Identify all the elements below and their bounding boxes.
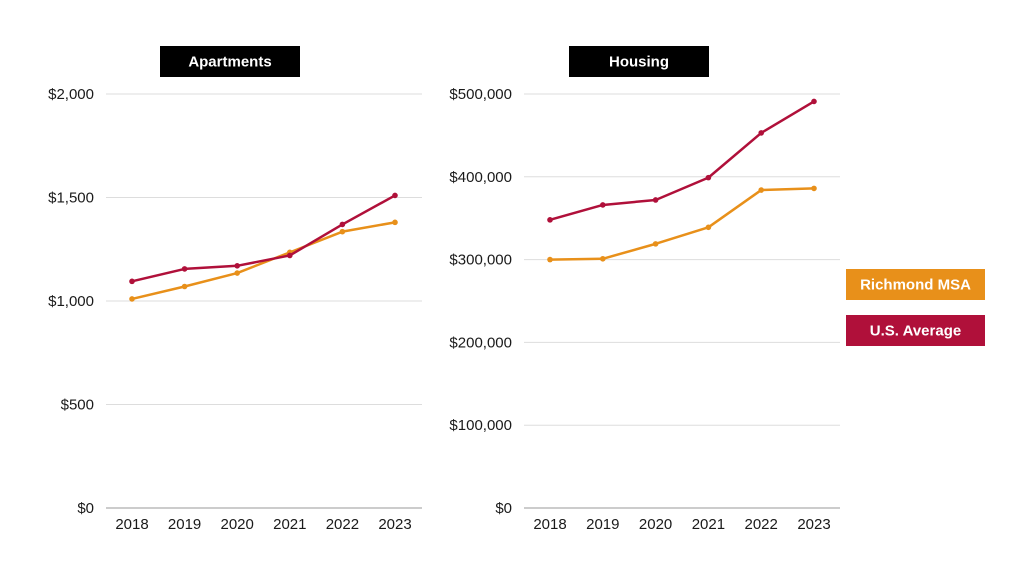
series-line-us [549, 100, 815, 222]
x-tick-label: 2023 [378, 516, 411, 533]
data-point-us [129, 278, 135, 285]
data-point-us [547, 217, 553, 223]
data-point-richmond [705, 224, 712, 231]
chart-title-box [569, 46, 709, 77]
x-tick-label: 2022 [326, 516, 359, 533]
y-tick-label: $300,000 [449, 252, 512, 269]
legend-swatch [846, 269, 985, 300]
data-point-richmond [547, 256, 553, 263]
y-tick-label: $500,000 [449, 86, 512, 103]
x-tick-label: 2018 [115, 516, 148, 533]
y-tick-label: $100,000 [449, 417, 512, 434]
chart-title: Housing [609, 54, 669, 71]
x-tick-label: 2019 [586, 516, 619, 533]
y-tick-label: $400,000 [449, 169, 512, 186]
data-point-us [339, 221, 346, 228]
data-point-richmond [811, 185, 817, 192]
y-tick-label: $500 [61, 397, 94, 414]
data-point-richmond [652, 241, 659, 247]
y-tick-label: $200,000 [449, 334, 512, 351]
data-point-richmond [392, 219, 398, 226]
x-tick-label: 2020 [221, 516, 254, 533]
series-line-richmond [549, 187, 815, 261]
x-tick-label: 2021 [692, 516, 725, 533]
y-tick-label: $1,000 [48, 293, 94, 310]
y-tick-label: $2,000 [48, 86, 94, 103]
y-tick-label: $1,500 [48, 190, 94, 207]
data-point-richmond [129, 296, 135, 302]
legend-label: U.S. Average [870, 323, 961, 340]
data-point-us [392, 192, 398, 199]
data-point-us [758, 130, 764, 136]
chart-title-box [160, 46, 300, 77]
x-tick-label: 2021 [273, 516, 306, 533]
x-tick-label: 2023 [797, 516, 830, 533]
chart-panel-1: Housing $0 $100,000 $200,000 $300,000 $400,00… [449, 46, 840, 533]
x-tick-label: 2018 [533, 516, 566, 533]
data-point-richmond [339, 228, 346, 235]
series-line-us [131, 194, 396, 283]
legend-label: Richmond MSA [860, 277, 971, 294]
data-point-us [600, 202, 606, 208]
x-tick-label: 2022 [745, 516, 778, 533]
legend-swatch [846, 315, 985, 346]
x-tick-label: 2020 [639, 516, 672, 533]
data-point-us [181, 266, 188, 272]
data-point-richmond [600, 255, 606, 262]
data-point-richmond [181, 283, 188, 290]
data-point-us [811, 98, 817, 105]
data-point-richmond [234, 270, 240, 276]
data-point-us [705, 174, 712, 181]
data-point-us [652, 197, 659, 203]
legend: Richmond MSA U.S. Average [846, 269, 985, 346]
chart-panel-0: Apartments $0 $500 $1,000 $1,500 $2,000 2018 20… [48, 46, 422, 533]
data-point-us [287, 252, 293, 259]
y-tick-label: $0 [495, 500, 512, 517]
x-tick-label: 2019 [168, 516, 201, 533]
data-point-richmond [758, 187, 764, 193]
y-tick-label: $0 [77, 500, 94, 517]
chart-title: Apartments [188, 54, 271, 71]
data-point-us [234, 263, 240, 269]
series-line-richmond [131, 221, 396, 301]
